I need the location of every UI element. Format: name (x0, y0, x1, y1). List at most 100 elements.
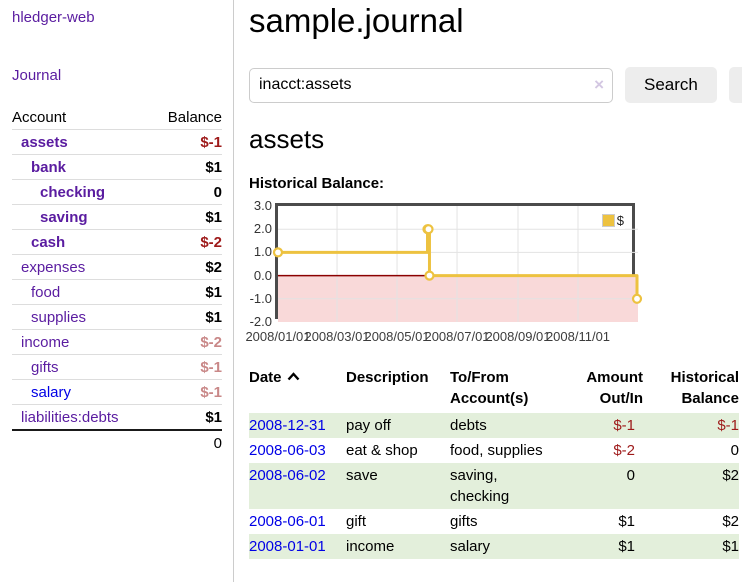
sidebar-account-link[interactable]: income (21, 334, 70, 351)
sidebar-account-row: assets $-1 (12, 129, 222, 155)
sidebar-account-balance: $-2 (151, 329, 222, 355)
y-axis-tick-label: -1.0 (249, 290, 272, 306)
sidebar-account-link[interactable]: gifts (31, 359, 59, 376)
sidebar-account-link[interactable]: assets (21, 134, 68, 151)
sidebar-account-balance: $2 (151, 254, 222, 280)
sidebar-account-row: income $-2 (12, 329, 222, 355)
sidebar-account-balance: $1 (151, 279, 222, 305)
transaction-date-link[interactable]: 2008-06-02 (249, 467, 326, 484)
sidebar-account-row: food $1 (12, 279, 222, 305)
transaction-date-link[interactable]: 2008-12-31 (249, 417, 326, 434)
sort-ascending-icon (287, 372, 299, 381)
sidebar-account-row: bank $1 (12, 154, 222, 180)
sidebar-account-balance: $-2 (151, 229, 222, 255)
sidebar-account-balance: $-1 (151, 354, 222, 380)
transaction-description: save (346, 467, 378, 484)
transaction-amount: 0 (626, 467, 635, 484)
sidebar-account-link[interactable]: expenses (21, 259, 86, 276)
y-axis-tick-label: -2.0 (249, 314, 272, 329)
chart-plot-area: $ (272, 203, 643, 322)
x-axis-tick-label: 2008/09/01 (485, 329, 551, 344)
sidebar-account-balance: $1 (151, 404, 222, 431)
transaction-amount: $1 (618, 513, 635, 530)
y-axis-tick-label: 2.0 (253, 221, 272, 237)
register-row: 2008-06-02 save saving, checking 0 $2 (249, 463, 739, 509)
transaction-amount: $-2 (613, 442, 635, 459)
sidebar-account-link[interactable]: checking (40, 184, 106, 201)
sidebar-account-link[interactable]: bank (31, 159, 67, 176)
register-row: 2008-01-01 income salary $1 $1 (249, 534, 739, 559)
x-axis-tick-label: 2008/03/01 (304, 329, 370, 344)
accounts-table-body: assets $-1 bank $1 checking 0 saving $1 cash $-2 e… (12, 129, 222, 431)
sidebar: hledger-web Journal Account Balance asse… (0, 0, 234, 582)
sidebar-account-row: saving $1 (12, 204, 222, 230)
date-column-header[interactable]: Date (249, 365, 346, 413)
transaction-balance: $2 (722, 513, 739, 530)
legend-swatch-icon (601, 214, 615, 227)
amount-column-header: Amount Out/In (586, 369, 643, 407)
app-title-link[interactable]: hledger-web (12, 9, 95, 26)
sidebar-account-balance: $1 (151, 204, 222, 230)
transaction-description: pay off (346, 417, 391, 434)
accounts-total-row: 0 (12, 429, 222, 455)
balance-column-header: Balance (151, 105, 222, 130)
transaction-balance: $2 (722, 467, 739, 484)
search-form: × Search ? (249, 67, 742, 103)
sidebar-account-row: liabilities:debts $1 (12, 404, 222, 431)
chart-legend: $ (600, 212, 625, 229)
sidebar-account-balance: $1 (151, 154, 222, 180)
sidebar-account-balance: $1 (151, 304, 222, 330)
sidebar-account-link[interactable]: food (31, 284, 61, 301)
search-button[interactable]: Search (625, 67, 717, 103)
accounts-column-header: To/From Account(s) (450, 369, 529, 407)
register-table-body: 2008-12-31 pay off debts $-1 $-1 2008-06-03 ea… (249, 413, 739, 559)
sidebar-account-link[interactable]: cash (31, 234, 66, 251)
balance-chart: $ 3.0 2.0 1.0 0.0 -1.0 -2.0 2008/01/01 2008/03… (245, 198, 742, 349)
sidebar-account-link[interactable]: salary (31, 384, 72, 401)
search-input[interactable] (249, 67, 613, 103)
sidebar-account-balance: $-1 (151, 379, 222, 405)
register-row: 2008-06-01 gift gifts $1 $2 (249, 509, 739, 534)
clear-search-icon[interactable]: × (594, 74, 604, 94)
sidebar-account-row: gifts $-1 (12, 354, 222, 380)
transaction-accounts: food, supplies (450, 442, 543, 459)
register-header-row: Date Description To/From Account(s) Amou… (249, 365, 739, 413)
help-button[interactable]: ? (728, 67, 742, 103)
balance-column-header: Historical Balance (670, 369, 739, 407)
transaction-date-link[interactable]: 2008-06-01 (249, 513, 326, 530)
transaction-description: gift (346, 513, 367, 530)
main-content: sample.journal × Search ? assets Histori… (234, 0, 742, 582)
accounts-table: Account Balance assets $-1 bank $1 checking 0… (12, 105, 222, 455)
transaction-description: eat & shop (346, 442, 418, 459)
register-table: Date Description To/From Account(s) Amou… (249, 365, 739, 559)
y-axis-tick-label: 1.0 (253, 244, 272, 260)
x-axis-tick-label: 2008/05/01 (364, 329, 430, 344)
sidebar-account-link[interactable]: liabilities:debts (21, 409, 119, 426)
x-axis-tick-label: 2008/01/01 (245, 329, 311, 344)
sidebar-account-link[interactable]: saving (40, 209, 88, 226)
sidebar-account-balance: 0 (151, 179, 222, 205)
legend-label: $ (616, 213, 624, 228)
transaction-date-link[interactable]: 2008-01-01 (249, 538, 326, 555)
sidebar-account-row: salary $-1 (12, 379, 222, 405)
transaction-amount: $-1 (613, 417, 635, 434)
register-row: 2008-12-31 pay off debts $-1 $-1 (249, 413, 739, 438)
y-axis-tick-label: 0.0 (253, 267, 272, 283)
transaction-accounts: debts (450, 417, 487, 434)
x-axis-tick-label: 2008/07/01 (424, 329, 490, 344)
accounts-column-header: Account (12, 105, 152, 130)
sidebar-account-row: expenses $2 (12, 254, 222, 280)
sidebar-item-journal[interactable]: Journal (12, 67, 62, 84)
transaction-accounts: gifts (450, 513, 478, 530)
sidebar-account-row: checking 0 (12, 179, 222, 205)
chart-title: Historical Balance: (249, 175, 385, 192)
transaction-balance: $-1 (717, 417, 739, 434)
account-page-title: assets (249, 124, 325, 154)
transaction-accounts: saving, checking (450, 467, 510, 505)
transaction-balance: $1 (722, 538, 739, 555)
transaction-description: income (346, 538, 395, 555)
y-axis-tick-label: 3.0 (253, 198, 272, 213)
transaction-date-link[interactable]: 2008-06-03 (249, 442, 326, 459)
sidebar-account-link[interactable]: supplies (31, 309, 87, 326)
